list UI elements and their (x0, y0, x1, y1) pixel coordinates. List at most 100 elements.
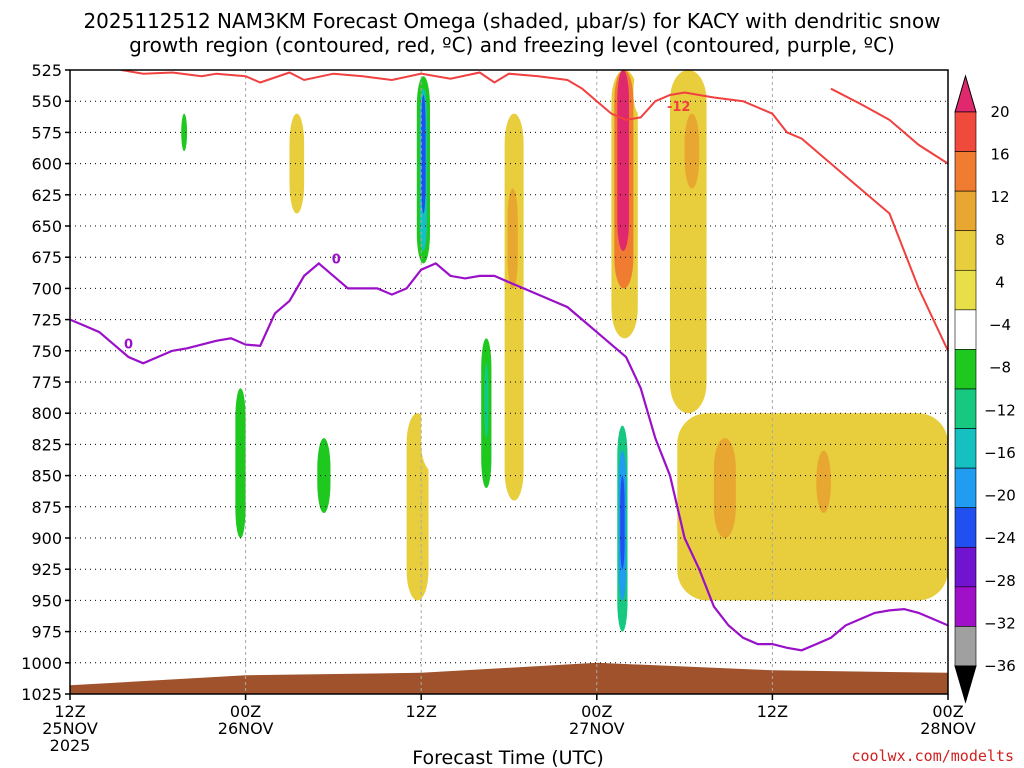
y-tick-label: 600 (31, 155, 62, 174)
y-tick-label: 1000 (21, 654, 62, 673)
y-tick-label: 925 (31, 560, 62, 579)
y-tick-label: 775 (31, 373, 62, 392)
colorbar-label: −16 (984, 444, 1016, 462)
colorbar-swatch (954, 586, 977, 627)
omega-cell (620, 475, 625, 570)
y-tick-label: 850 (31, 467, 62, 486)
omega-cell (406, 413, 429, 601)
omega-cell (421, 275, 458, 476)
dgz-label: -12 (667, 100, 691, 115)
y-tick-label: 875 (31, 498, 62, 517)
x-tick-line: 12Z (757, 702, 788, 721)
colorbar-swatch (954, 269, 977, 311)
x-tick-line: 12Z (54, 702, 85, 721)
freezing-level-label: 0 (124, 338, 133, 353)
y-axis: 525 550 575 600 625 650 675 700 725 750 775 800 825 8… (21, 61, 70, 704)
omega-cell (181, 113, 188, 152)
x-tick-line: 27NOV (569, 719, 625, 738)
y-tick-label: 750 (31, 342, 62, 361)
colorbar-label: −8 (989, 359, 1011, 377)
x-tick-label: 00Z 28NOV (920, 702, 976, 738)
x-tick-label: 12Z 25NOV 2025 (42, 702, 98, 755)
colorbar-swatch (954, 467, 977, 509)
omega-cell (504, 113, 524, 501)
omega-cell (333, 238, 356, 539)
y-tick-label: 975 (31, 623, 62, 642)
colorbar-label: 8 (995, 231, 1005, 249)
x-tick-line: 00Z (230, 702, 261, 721)
x-tick-label: 12Z (406, 702, 437, 721)
colorbar-swatch (954, 349, 977, 390)
colorbar-swatch (954, 111, 977, 152)
x-tick-label: 00Z 27NOV (569, 702, 625, 738)
colorbar-label: 20 (990, 103, 1009, 121)
x-tick-line: 12Z (406, 702, 437, 721)
y-tick-label: 625 (31, 186, 62, 205)
omega-cell (684, 113, 700, 189)
colorbar-label: 16 (990, 146, 1009, 164)
colorbar-label: −28 (984, 572, 1016, 590)
contours: 0 0 -12 (70, 70, 948, 652)
freezing-level-contour (70, 261, 948, 652)
omega-cell (677, 413, 948, 601)
colorbar-swatch (954, 507, 977, 548)
colorbar-swatch (954, 309, 977, 350)
chart-title-line-1: 2025112512 NAM3KM Forecast Omega (shaded… (83, 9, 940, 33)
omega-cell (507, 188, 518, 289)
y-tick-label: 1025 (21, 685, 62, 704)
colorbar-label: −36 (984, 657, 1016, 675)
y-tick-label: 650 (31, 217, 62, 236)
omega-cell (289, 113, 305, 214)
omega-cell (713, 438, 736, 538)
colorbar-swatch (954, 626, 977, 667)
omega-shading (169, 70, 948, 657)
colorbar-swatch (954, 190, 977, 232)
colorbar-swatch (954, 546, 977, 588)
omega-cell (245, 176, 255, 289)
x-axis-label: Forecast Time (UTC) (412, 747, 603, 768)
dgz-contour-branch (830, 87, 948, 165)
y-tick-label: 800 (31, 404, 62, 423)
x-tick-line: 28NOV (920, 719, 976, 738)
omega-cell (633, 70, 646, 114)
grid-lines (70, 70, 948, 694)
y-tick-label: 550 (31, 92, 62, 111)
colorbar: 20 16 12 8 4 −4 −8 −12 −16 −20 −24 −28 −32 −36 (954, 74, 1016, 704)
colorbar-swatch (954, 388, 977, 429)
terrain (70, 662, 948, 694)
y-tick-label: 950 (31, 591, 62, 610)
omega-cell (235, 388, 246, 538)
chart-title-line-2: growth region (contoured, red, ºC) and f… (129, 33, 895, 57)
dgz-contour (121, 70, 948, 352)
omega-cell (816, 450, 831, 514)
y-tick-label: 575 (31, 123, 62, 142)
colorbar-label: −20 (984, 487, 1016, 505)
y-tick-label: 900 (31, 529, 62, 548)
x-tick-label: 00Z 26NOV (218, 702, 274, 738)
colorbar-label: −24 (984, 529, 1016, 547)
colorbar-label: 4 (995, 273, 1005, 291)
y-tick-label: 725 (31, 311, 62, 330)
omega-cell (617, 70, 629, 251)
x-tick-line: 00Z (581, 702, 612, 721)
x-tick-line: 00Z (932, 702, 963, 721)
omega-cell (421, 94, 426, 214)
y-tick-label: 525 (31, 61, 62, 80)
x-tick-line: 25NOV (42, 719, 98, 738)
colorbar-label: −4 (989, 316, 1011, 334)
colorbar-label: −32 (984, 614, 1016, 632)
colorbar-label: −12 (984, 401, 1016, 419)
omega-cell (169, 88, 180, 214)
colorbar-bottom-arrow (954, 665, 977, 704)
y-tick-label: 675 (31, 248, 62, 267)
colorbar-label: 12 (990, 188, 1009, 206)
x-tick-label: 12Z (757, 702, 788, 721)
y-tick-label: 825 (31, 435, 62, 454)
y-tick-label: 700 (31, 279, 62, 298)
colorbar-swatch (954, 151, 977, 192)
x-tick-line: 2025 (50, 736, 91, 755)
terrain-surface (70, 662, 948, 694)
freezing-level-label: 0 (332, 252, 341, 267)
